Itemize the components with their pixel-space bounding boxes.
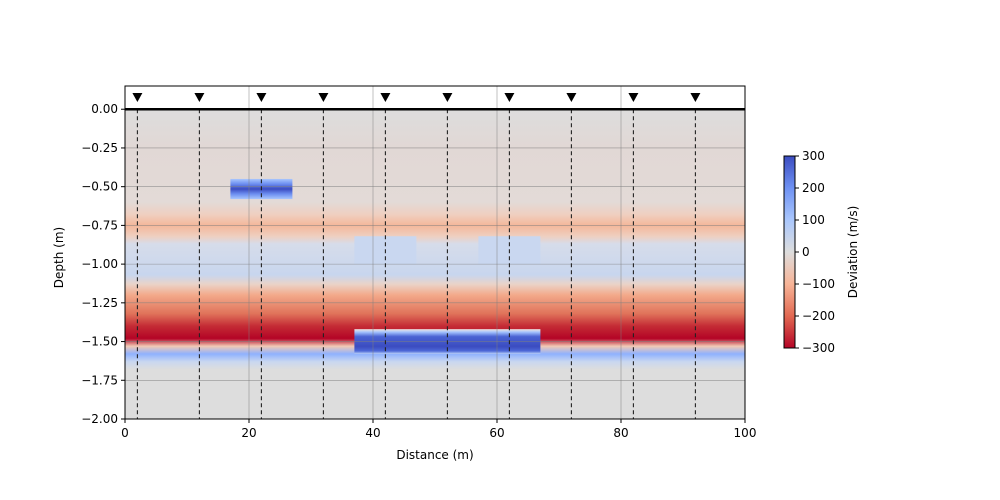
receiver-marker-icon [132,93,143,102]
y-tick-label: −2.00 [81,412,118,426]
colorbar-label: Deviation (m/s) [846,206,860,299]
colorbar: 300 200 100 0 −100 −200 −300 Deviation (m/s) [783,149,860,355]
receiver-marker-icon [628,93,639,102]
receiver-marker-icon [194,93,205,102]
y-tick-label: 0.00 [91,102,118,116]
anomaly-block [354,236,386,265]
y-tick-label: −1.75 [81,373,118,387]
y-tick-label: −0.50 [81,180,118,194]
x-axis: 0 20 40 60 80 100 [121,419,756,440]
colorbar-gradient [783,155,796,349]
x-tick-label: 60 [489,426,504,440]
receiver-marker-icon [442,93,453,102]
anomaly-block [478,236,510,265]
receiver-marker-icon [380,93,391,102]
x-tick-label: 20 [241,426,256,440]
receiver-marker-icon [504,93,515,102]
colorbar-tick-label: 300 [802,149,825,163]
receiver-markers [132,93,701,102]
colorbar-tick-label: −100 [802,277,835,291]
colorbar-tick-label: 0 [802,245,810,259]
y-tick-label: −1.00 [81,257,118,271]
x-tick-label: 80 [613,426,628,440]
colorbar-ticks: 300 200 100 0 −100 −200 −300 [795,149,835,355]
axes-frame [124,85,746,420]
receiver-marker-icon [690,93,701,102]
receiver-marker-icon [256,93,267,102]
colorbar-tick-label: −300 [802,341,835,355]
y-axis-label: Depth (m) [52,227,66,288]
x-axis-label: Distance (m) [396,448,473,462]
y-axis: 0.00 −0.25 −0.50 −0.75 −1.00 −1.25 −1.50 −1.75 −… [81,102,125,426]
colorbar-tick-label: 200 [802,181,825,195]
receiver-marker-icon [318,93,329,102]
colorbar-tick-label: −200 [802,309,835,323]
anomaly-block [385,236,417,265]
x-tick-label: 40 [365,426,380,440]
y-tick-label: −0.25 [81,141,118,155]
y-tick-label: −1.25 [81,296,118,310]
y-tick-label: −1.50 [81,335,118,349]
x-tick-label: 100 [734,426,757,440]
anomaly-block [509,236,541,265]
y-tick-label: −0.75 [81,218,118,232]
plot-area [124,85,746,420]
receiver-lines [136,109,696,419]
colorbar-tick-label: 100 [802,213,825,227]
receiver-marker-icon [566,93,577,102]
x-tick-label: 0 [121,426,129,440]
